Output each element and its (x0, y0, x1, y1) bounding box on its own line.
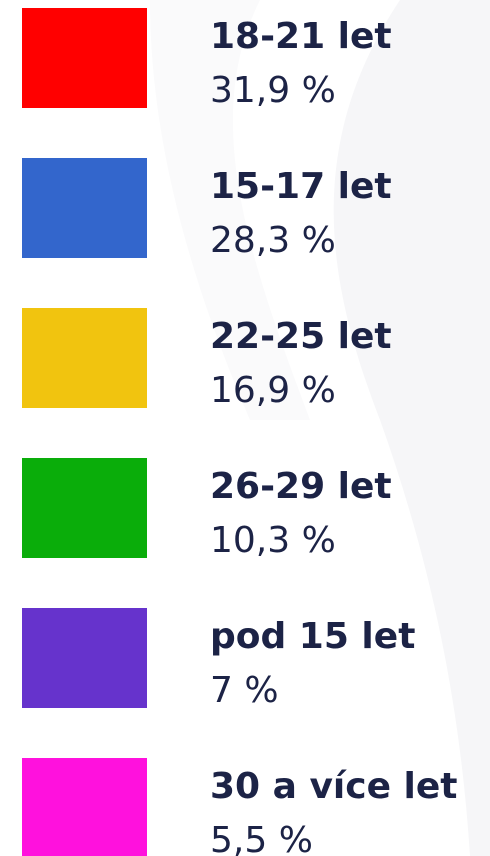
item-value: 10,3 % (210, 520, 336, 561)
color-swatch (22, 758, 147, 856)
item-value: 28,3 % (210, 220, 336, 261)
background-shape (333, 0, 490, 856)
item-value: 16,9 % (210, 370, 336, 411)
color-swatch (22, 458, 147, 558)
item-label: 30 a více let (210, 766, 458, 807)
item-label: 22-25 let (210, 316, 392, 357)
legend-items: 18-21 let 31,9 % 15-17 let 28,3 % 22-25 let 1… (22, 8, 458, 856)
color-swatch (22, 8, 147, 108)
item-value: 31,9 % (210, 70, 336, 111)
background-shape (150, 0, 310, 420)
item-value: 5,5 % (210, 820, 313, 856)
color-swatch (22, 308, 147, 408)
item-label: 15-17 let (210, 166, 392, 207)
item-value: 7 % (210, 670, 279, 711)
color-swatch (22, 158, 147, 258)
item-label: pod 15 let (210, 616, 415, 657)
color-swatch (22, 608, 147, 708)
item-label: 26-29 let (210, 466, 392, 507)
item-label: 18-21 let (210, 16, 392, 57)
